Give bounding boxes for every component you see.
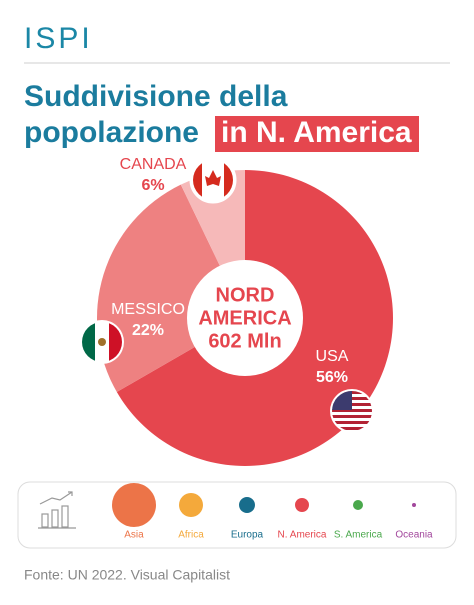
title-line: Suddivisione della xyxy=(24,80,288,113)
legend-label: N. America xyxy=(278,530,327,541)
slice-value-label: 56% xyxy=(316,369,348,386)
center-label: NORD xyxy=(216,284,275,306)
legend-marker xyxy=(353,500,363,510)
flag-usa xyxy=(330,389,374,433)
legend: Asia Africa Europa N. America S. America Ocea… xyxy=(112,483,433,541)
logo: ISPI xyxy=(24,22,93,55)
legend-marker xyxy=(412,503,416,507)
center-label: AMERICA xyxy=(198,307,291,329)
source: Fonte: UN 2022. Visual Capitalist xyxy=(24,567,230,583)
title-highlight-box xyxy=(215,116,419,152)
flag-mexico xyxy=(80,320,124,364)
legend-marker xyxy=(112,483,156,527)
slice-value-label: 6% xyxy=(141,177,164,194)
legend-icon xyxy=(38,491,76,529)
legend-label: Asia xyxy=(124,530,144,541)
slice-label: MESSICO xyxy=(111,301,185,318)
flag-canada xyxy=(189,156,237,204)
slice-label: CANADA xyxy=(120,156,187,173)
legend-label: Oceania xyxy=(395,530,433,541)
slice-label: USA xyxy=(316,348,349,365)
title-highlight: in N. America xyxy=(221,116,412,149)
legend-label: Europa xyxy=(231,530,264,541)
center-label: 602 Mln xyxy=(208,330,281,352)
pie-slice xyxy=(96,184,246,392)
legend-marker xyxy=(295,498,309,512)
legend-marker xyxy=(239,497,255,513)
legend-marker xyxy=(179,493,203,517)
slice-value-label: 22% xyxy=(132,322,164,339)
legend-label: Africa xyxy=(178,530,204,541)
pie-center xyxy=(187,260,303,376)
legend-box xyxy=(17,481,457,549)
title-line: popolazione xyxy=(24,116,199,149)
legend-label: S. America xyxy=(334,530,383,541)
